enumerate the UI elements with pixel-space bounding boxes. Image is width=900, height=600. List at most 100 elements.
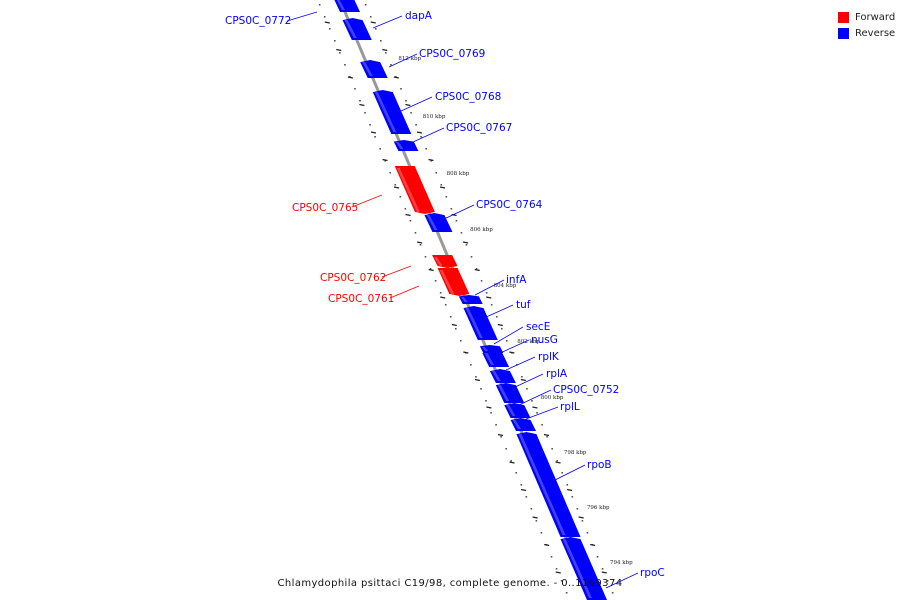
gene-highlight: [434, 257, 443, 266]
scale-tick-right: [463, 241, 469, 244]
scale-dot-right: [536, 412, 538, 414]
gene-leader-line: [351, 194, 383, 208]
scale-tick-right: [497, 323, 503, 327]
scale-dot-left: [394, 184, 397, 186]
gene-highlight: [484, 353, 495, 365]
scale-dot-left: [323, 16, 326, 18]
forward-swatch-icon: [838, 11, 849, 23]
gene-label-CPS0C_0764: CPS0C_0764: [476, 199, 543, 211]
scale-dot-left: [404, 208, 407, 210]
scale-dot-left: [454, 328, 457, 330]
gene-leader-line: [443, 204, 475, 220]
gene-label-dapA: dapA: [405, 10, 433, 22]
scale-dot-right: [460, 232, 463, 234]
scale-dot-right: [400, 88, 402, 90]
scale-dot-right: [415, 124, 417, 126]
gene-label-CPS0C_0767: CPS0C_0767: [446, 122, 512, 134]
scale-dot-left: [419, 244, 422, 246]
scale-dot-right: [490, 304, 493, 306]
gene-highlight: [426, 215, 438, 230]
gene-label-rplA: rplA: [546, 368, 568, 380]
gene-shape: [495, 383, 525, 403]
scale-dot-right: [571, 496, 574, 498]
gene-label-CPS0C_0762: CPS0C_0762: [320, 272, 386, 284]
scale-tick-left: [509, 461, 515, 464]
scale-dot-right: [380, 40, 382, 42]
gene-CPS0C_0768: [372, 90, 412, 134]
gene-shape: [342, 18, 372, 40]
gene-shape: [360, 60, 388, 78]
gene-tuf: [463, 306, 498, 340]
gene-highlight: [396, 168, 420, 212]
gene-rpoC: [560, 537, 607, 600]
scale-tick-right: [566, 488, 573, 492]
scale-tick-left: [497, 433, 504, 437]
gene-leader-line: [512, 373, 544, 389]
legend: Forward Reverse: [838, 9, 895, 41]
gene-label-CPS0C_0768: CPS0C_0768: [435, 91, 501, 103]
scale-tick-left: [370, 131, 377, 134]
gene-shape: [437, 268, 470, 296]
scale-tick-left: [393, 186, 400, 189]
gene-leader-line: [474, 279, 505, 296]
gene-secE: [479, 345, 504, 353]
genome-caption: Chlamydophila psittaci C19/98, complete …: [277, 578, 623, 589]
legend-item-forward: Forward: [838, 9, 895, 25]
scale-dot-right: [601, 568, 604, 570]
gene-highlight: [336, 0, 346, 10]
gene-leader-line: [400, 96, 433, 112]
position-tick-label: 806 kbp: [470, 227, 493, 233]
scale-dot-left: [515, 472, 518, 474]
scale-dot-right: [531, 400, 533, 402]
scale-tick-right: [393, 76, 399, 79]
gene-leader-line: [518, 389, 552, 406]
gene-CPS0C_0769: [360, 60, 388, 78]
gene-shape: [482, 351, 510, 367]
gene-features: [334, 0, 607, 600]
scale-dot-left: [354, 88, 356, 90]
scale-dot-left: [399, 196, 402, 198]
scale-tick-left: [347, 76, 353, 79]
scale-dot-right: [551, 448, 553, 450]
scale-dot-right: [475, 268, 478, 270]
scale-tick-left: [463, 351, 469, 354]
gene-highlight: [512, 420, 522, 429]
gene-label-tuf: tuf: [516, 299, 531, 311]
scale-dot-right: [480, 280, 483, 282]
scale-dot-right: [405, 100, 407, 102]
position-tick-label: 796 kbp: [587, 505, 610, 511]
scale-dot-left: [439, 292, 442, 294]
scale-dot-left: [364, 112, 366, 114]
scale-dot-left: [409, 220, 412, 222]
scale-dot-right: [606, 580, 609, 582]
scale-dot-left: [359, 100, 361, 102]
scale-dot-right: [576, 508, 579, 510]
scale-dot-left: [490, 412, 492, 414]
gene-shape: [393, 140, 419, 151]
scale-tick-right: [532, 406, 538, 409]
scale-dot-left: [369, 124, 371, 126]
gene-highlight: [481, 347, 489, 351]
scale-dot-right: [364, 4, 367, 6]
gene-leader-line: [412, 127, 445, 143]
scale-dot-left: [384, 160, 386, 162]
scale-dot-left: [520, 484, 523, 486]
gene-shape: [394, 166, 435, 214]
scale-dot-left: [555, 568, 558, 570]
gene-leader-line: [605, 572, 639, 589]
scale-tick-left: [440, 296, 446, 299]
gene-highlight: [395, 142, 404, 149]
scale-tick-right: [543, 433, 550, 437]
scale-dot-left: [525, 496, 528, 498]
scale-dot-left: [379, 148, 381, 150]
gene-highlight: [374, 92, 397, 132]
scale-dot-left: [485, 400, 487, 402]
gene-shape: [424, 213, 453, 232]
scale-dot-left: [424, 256, 427, 258]
scale-tick-right: [382, 48, 388, 52]
gene-CPS0C_0752: [504, 403, 531, 418]
gene-shape: [458, 295, 483, 304]
scale-dot-left: [334, 40, 336, 42]
legend-label-forward: Forward: [855, 11, 896, 23]
